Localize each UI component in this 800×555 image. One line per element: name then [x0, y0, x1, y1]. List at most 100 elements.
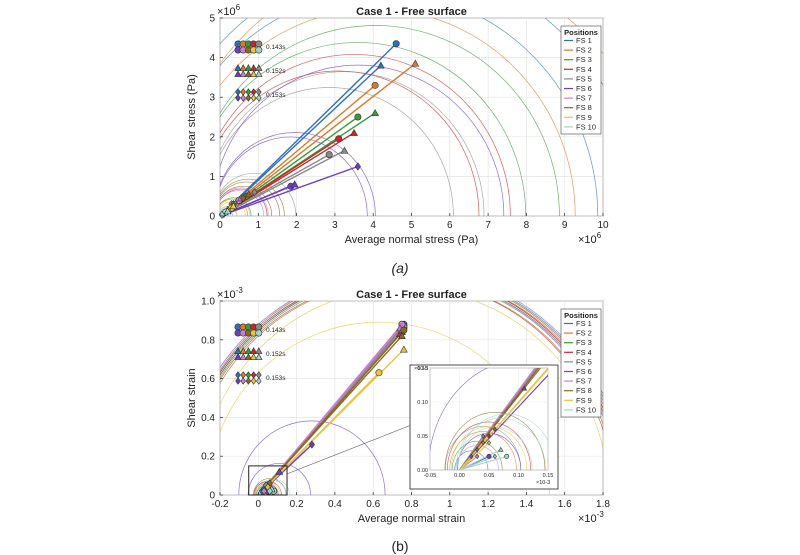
- inset-y-tick-label: 0.05: [417, 434, 428, 440]
- inset-series-line: [459, 368, 540, 470]
- inset-marker-circle-fs6: [486, 453, 492, 459]
- time-legend-marker: [240, 94, 246, 102]
- marker-circle-fs2: [371, 81, 379, 89]
- y-tick-label: 1: [209, 172, 215, 183]
- inset-series-line: [459, 368, 548, 470]
- zoom-box: [248, 465, 288, 496]
- time-legend-marker: [256, 94, 262, 102]
- inset-marker-diamond-fs9: [486, 440, 492, 446]
- legend-label: FS 6: [576, 84, 592, 93]
- time-legend-marker: [235, 377, 241, 385]
- mohr-circle: [220, 197, 252, 216]
- x-tick-label: 2: [294, 220, 300, 231]
- y-tick-label: 0.2: [201, 452, 215, 463]
- y-tick-label: 0.4: [201, 413, 215, 424]
- inset-mohr-circle: [455, 418, 547, 470]
- mohr-circle: [238, 420, 386, 495]
- x-tick-label: 1: [256, 220, 262, 231]
- inset-series-line: [459, 442, 490, 470]
- y-tick-label: 2: [209, 132, 215, 143]
- y-tick-label: 3: [209, 93, 215, 104]
- inset-x-exponent: ×10-3: [536, 480, 550, 486]
- y-tick-label: 0: [209, 491, 215, 502]
- inset-series-line: [459, 368, 542, 470]
- x-tick-label: 0.8: [405, 499, 419, 510]
- y-tick-label: 0.8: [201, 335, 215, 346]
- panel-label-a: (a): [391, 260, 408, 276]
- inset-series-line: [459, 368, 548, 470]
- series-line-1: [220, 65, 382, 216]
- legend-title: Positions: [564, 311, 598, 320]
- mohr-circle: [220, 178, 285, 216]
- time-legend-marker: [250, 377, 257, 385]
- time-legend-label: 0.152s: [266, 351, 286, 358]
- inset-marker-circle-fs10: [504, 453, 510, 459]
- legend-box: [560, 308, 602, 418]
- time-legend-marker: [255, 46, 263, 54]
- chart-title: Case 1 - Free surface: [356, 289, 467, 301]
- mohr-circle: [220, 132, 376, 216]
- inset-x-tick-label: 0.05: [484, 473, 495, 479]
- y-tick-label: 4: [209, 53, 215, 64]
- x-tick-label: 1: [447, 499, 453, 510]
- panel-label-b: (b): [391, 538, 408, 554]
- x-tick-label: 1.6: [558, 499, 572, 510]
- marker-triangle-fs6: [290, 180, 299, 188]
- inset-x-tick-label: 0.10: [513, 473, 524, 479]
- time-legend-label: 0.153s: [266, 92, 286, 99]
- inset-y-tick-label: 0.15: [417, 366, 428, 372]
- time-legend-marker: [234, 70, 242, 77]
- inset-y-exponent: ×10-3: [414, 366, 428, 372]
- chart-b: -0.2 0 0.2 0.4 0.6 0.8 1 1.2 1.4 1.6 1.800.20.40.6…: [186, 289, 610, 554]
- legend-label: FS 8: [576, 386, 592, 395]
- mohr-circle: [220, 42, 527, 216]
- x-tick-label: 6: [447, 220, 453, 231]
- marker-circle-fs3: [354, 113, 362, 121]
- mohr-circle: [220, 188, 268, 216]
- time-legend-marker: [249, 353, 258, 360]
- mohr-circle: [220, 181, 281, 216]
- x-tick-label: 0.4: [328, 499, 342, 510]
- mohr-circle: [220, 87, 454, 216]
- time-legend-label: 0.152s: [266, 68, 286, 75]
- marker-triangle-fs8: [398, 331, 406, 339]
- inset-mohr-circle: [457, 413, 548, 470]
- legend-label: FS 4: [576, 348, 592, 357]
- x-tick-label: 3: [332, 220, 338, 231]
- x-tick-label: 4: [370, 220, 376, 231]
- x-tick-label: 7: [485, 220, 491, 231]
- y-axis-label: Shear stress (Pa): [186, 74, 198, 160]
- zoom-connector: [286, 419, 425, 475]
- legend-label: FS 10: [576, 405, 596, 414]
- legend-label: FS 2: [576, 46, 592, 55]
- inset-mohr-circle: [450, 426, 528, 470]
- inset-marker-diamond-fs8: [492, 426, 497, 432]
- marker-triangle-fs4: [350, 128, 358, 136]
- time-legend-marker: [234, 353, 242, 360]
- mohr-circle: [247, 463, 311, 495]
- chart-a: 0 1 2 3 4 5 6 7 8 9 10 0 1 2 3 4 5 Case 1 - Free surface A…: [186, 6, 609, 276]
- time-legend-marker: [245, 94, 252, 102]
- time-legend-marker: [235, 94, 241, 102]
- inset-content: [430, 368, 548, 470]
- inset-marker-triangle-fs10: [498, 446, 504, 452]
- x-tick-label: 9: [562, 220, 568, 231]
- x-tick-label: 1.4: [519, 499, 533, 510]
- legend-label: FS 9: [576, 396, 592, 405]
- mohr-circle: [220, 18, 576, 216]
- inset-y-tick-label: 0.10: [417, 400, 428, 406]
- marker-triangle-fs1: [376, 61, 385, 69]
- marker-diamond-fs5: [251, 188, 258, 197]
- inset-series-line: [459, 455, 507, 470]
- inset-marker-diamond-fs5: [481, 433, 486, 439]
- x-exponent: ×10-3: [578, 510, 604, 525]
- legend-label: FS 7: [576, 377, 592, 386]
- series-line-2: [220, 62, 416, 216]
- inset-marker-triangle-fs6: [521, 385, 528, 391]
- time-legend-marker: [255, 323, 263, 331]
- time-legend-marker: [250, 94, 257, 102]
- x-axis-label: Average normal stress (Pa): [345, 234, 479, 246]
- marker-triangle-fs9: [399, 345, 408, 353]
- inset-series-line: [459, 368, 539, 470]
- mohr-circle: [220, 70, 480, 216]
